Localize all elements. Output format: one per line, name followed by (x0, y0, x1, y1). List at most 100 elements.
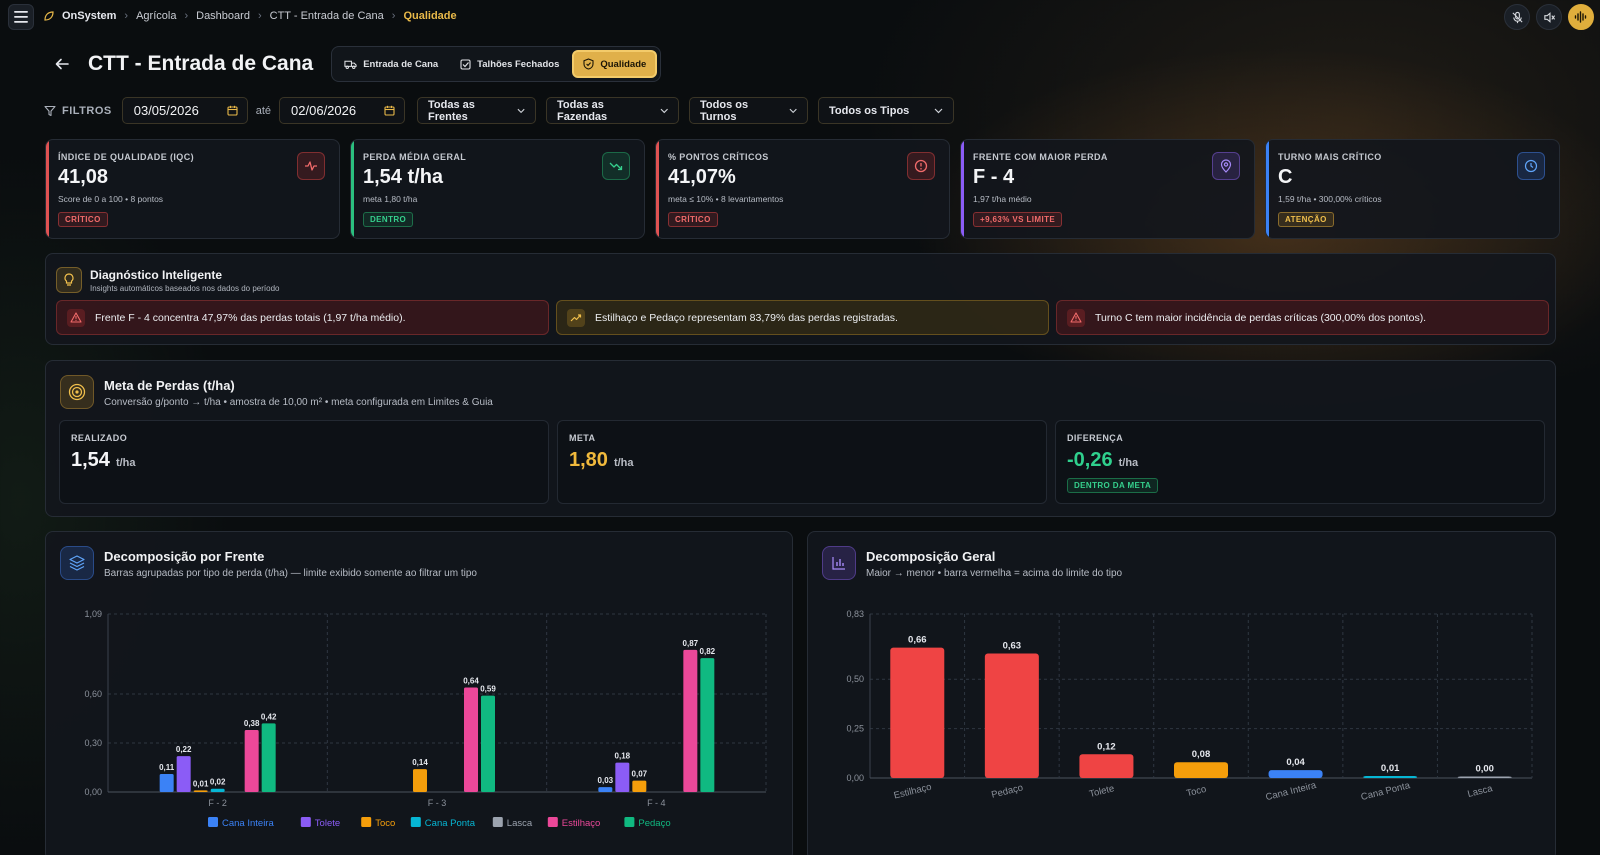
volume-mute-icon (1543, 11, 1555, 23)
bar-cana-inteira (598, 787, 613, 792)
diagnostic-title: Diagnóstico Inteligente (90, 267, 223, 282)
data-label: 0,04 (1286, 757, 1305, 768)
tab-label: Qualidade (600, 58, 647, 70)
meta-realizado-card: REALIZADO 1,54 t/ha (59, 420, 549, 504)
target-icon (60, 375, 94, 409)
kpi-label: PERDA MÉDIA GERAL (363, 152, 467, 162)
breadcrumb-onsystem[interactable]: OnSystem (62, 10, 117, 22)
bar-pedaço (481, 695, 495, 792)
bar-chart-icon (822, 546, 856, 580)
status-badge: CRÍTICO (58, 212, 108, 227)
legend-label: Cana Ponta (425, 818, 476, 829)
kpi-accent-bar (46, 140, 49, 238)
clock-icon (1517, 152, 1545, 180)
meta-card-unit: t/ha (115, 457, 136, 469)
data-label: 0,07 (632, 770, 648, 779)
kpi-value: 41,07% (668, 166, 736, 188)
date-to-input[interactable]: 02/06/2026 (279, 97, 406, 124)
chevron-down-icon (934, 108, 943, 113)
meta-card-unit: t/ha (613, 457, 634, 469)
mute-button[interactable] (1536, 4, 1562, 30)
filters-label-text: FILTROS (62, 104, 112, 117)
audio-wave-icon (1574, 11, 1587, 23)
bar-pedaço (261, 723, 276, 792)
data-label: 0,38 (244, 719, 260, 728)
filter-icon (44, 105, 56, 116)
frentes-select[interactable]: Todas as Frentes (417, 97, 537, 124)
breadcrumb-dashboard[interactable]: Dashboard (196, 10, 250, 22)
fazendas-select-value: Todas as Fazendas (557, 98, 608, 123)
data-label: 0,64 (463, 676, 479, 685)
chevron-right-icon: › (391, 10, 396, 22)
back-button[interactable] (52, 54, 72, 74)
shield-check-icon (583, 58, 594, 70)
legend-swatch (300, 817, 311, 827)
mic-off-button[interactable] (1504, 4, 1530, 30)
legend-swatch (361, 817, 372, 827)
bar-pedaço (700, 658, 715, 792)
y-tick-label: 0,25 (846, 724, 864, 734)
legend-swatch (208, 817, 218, 827)
data-label: 0,01 (193, 779, 209, 788)
voice-assistant-button[interactable] (1568, 4, 1594, 30)
x-tick-label: F - 4 (647, 798, 666, 808)
kpi-value: C (1278, 166, 1293, 188)
meta-subtitle: Conversão g/ponto → t/ha • amostra de 10… (104, 397, 493, 408)
kpi-value: 41,08 (58, 166, 109, 188)
tab-entrada-de-cana[interactable]: Entrada de Cana (335, 50, 447, 78)
turnos-select-value: Todos os Turnos (700, 98, 749, 123)
insight-text: Estilhaço e Pedaço representam 83,79% da… (595, 311, 898, 324)
bar-estilhaço (464, 687, 478, 792)
chart-geral-svg: 0,00 0,25 0,50 0,83 0,66 Estilhaço 0,63 Pedaço 0… (846, 609, 1533, 803)
trending-down-icon (602, 152, 630, 180)
layers-icon (60, 546, 94, 580)
date-from-input[interactable]: 03/05/2026 (121, 97, 248, 124)
map-pin-icon (1212, 152, 1240, 180)
breadcrumb-ctt[interactable]: CTT - Entrada de Cana (269, 10, 384, 22)
lightbulb-icon (56, 267, 82, 293)
chart-subtitle: Maior → menor • barra vermelha = acima d… (866, 568, 1123, 579)
data-label: 0,12 (1097, 741, 1116, 752)
diagnostic-panel: Diagnóstico Inteligente Insights automát… (45, 253, 1556, 345)
bar-cana-ponta (1363, 776, 1418, 778)
breadcrumb-agricola[interactable]: Agrícola (136, 10, 177, 22)
meta-card-value: -0,26 (1067, 449, 1113, 471)
tab-qualidade[interactable]: Qualidade (572, 50, 658, 78)
x-tick-label: Estilhaço (893, 782, 933, 802)
bar-tolete (615, 762, 630, 792)
data-label: 0,00 (1475, 764, 1494, 775)
status-badge: ATENÇÃO (1278, 212, 1334, 227)
kpi-frente-maior-perda-card: FRENTE COM MAIOR PERDA F - 4 1,97 t/ha m… (960, 139, 1255, 239)
checkbox-icon (460, 58, 471, 70)
chevron-down-icon (660, 108, 668, 113)
kpi-perda-media-card: PERDA MÉDIA GERAL 1,54 t/ha meta 1,80 t/… (350, 139, 645, 239)
chart-title: Decomposição por Frente (104, 549, 265, 564)
legend-label: Lasca (507, 818, 533, 829)
tipos-select[interactable]: Todos os Tipos (818, 97, 955, 124)
turnos-select[interactable]: Todos os Turnos (689, 97, 809, 124)
frentes-select-value: Todas as Frentes (428, 98, 475, 123)
tab-talhoes-fechados[interactable]: Talhões Fechados (451, 50, 568, 78)
bar-toco (413, 769, 427, 792)
hamburger-icon (14, 11, 28, 23)
chart-subtitle: Barras agrupadas por tipo de perda (t/ha… (104, 568, 477, 579)
breadcrumb: OnSystem › Agrícola › Dashboard › CTT - … (44, 10, 457, 22)
filters-label: FILTROS (44, 105, 112, 117)
meta-card-label: REALIZADO (71, 433, 128, 443)
kpi-sub: meta 1,80 t/ha (363, 194, 418, 204)
bar-tolete (176, 756, 191, 792)
kpi-accent-bar (656, 140, 659, 238)
meta-cards: REALIZADO 1,54 t/ha META 1,80 t/ha DIFEREN… (59, 420, 1545, 504)
fazendas-select[interactable]: Todas as Fazendas (546, 97, 680, 124)
menu-button[interactable] (8, 4, 34, 30)
breadcrumb-current: Qualidade (403, 10, 457, 22)
chevron-down-icon (517, 108, 525, 113)
kpi-label: FRENTE COM MAIOR PERDA (973, 152, 1108, 162)
legend-swatch (624, 817, 635, 827)
data-label: 0,14 (412, 758, 428, 767)
y-tick-label: 0,30 (84, 738, 102, 748)
insight-item: Turno C tem maior incidência de perdas c… (1056, 300, 1549, 335)
data-label: 0,66 (908, 635, 927, 646)
chart-frente-svg: 0,00 0,30 0,60 1,09 F - 2 0,110,22 0,01 0,02 0,3… (84, 609, 767, 829)
title-row: CTT - Entrada de Cana Entrada de Cana Ta… (52, 46, 662, 82)
